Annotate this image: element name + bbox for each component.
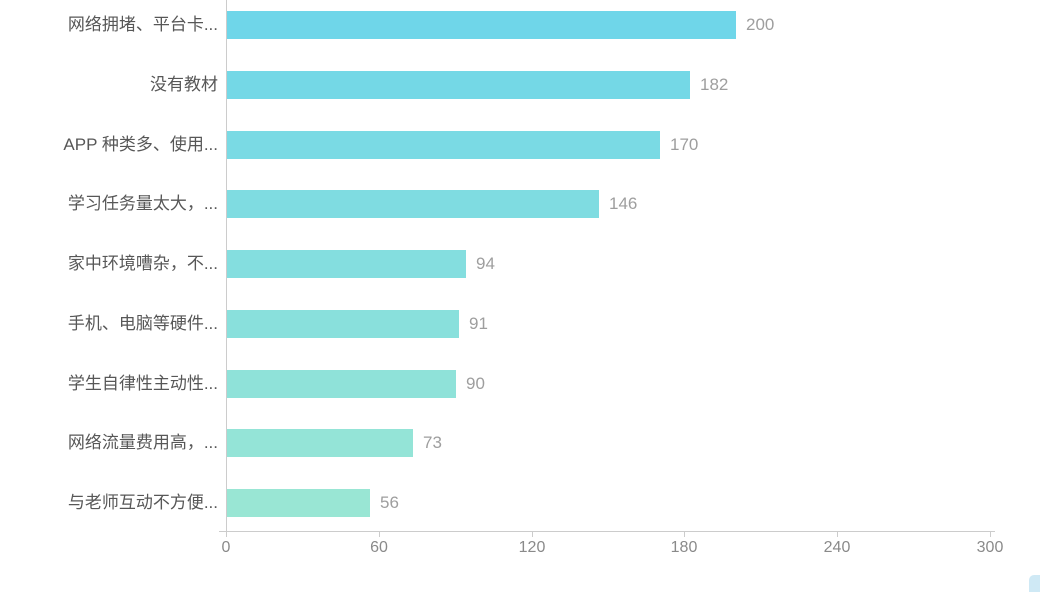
bar[interactable]	[227, 310, 459, 338]
x-axis-tick-label: 300	[976, 539, 1004, 556]
category-label: 网络流量费用高，...	[67, 433, 218, 452]
value-label: 91	[469, 314, 488, 333]
value-label: 90	[466, 374, 485, 393]
value-label: 200	[746, 15, 775, 34]
x-axis-tick-label: 0	[221, 539, 231, 556]
x-axis-tick-label: 240	[823, 539, 851, 556]
x-axis-tick	[532, 532, 533, 537]
value-label: 182	[700, 75, 729, 94]
category-label: 与老师互动不方便...	[67, 493, 218, 512]
value-label: 170	[670, 135, 699, 154]
bar[interactable]	[227, 370, 456, 398]
corner-widget	[1029, 575, 1040, 592]
value-label: 146	[609, 194, 638, 213]
bar[interactable]	[227, 429, 413, 457]
x-axis-tick-label: 60	[370, 539, 388, 556]
x-axis-tick	[684, 532, 685, 537]
category-label: 网络拥堵、平台卡...	[67, 15, 218, 34]
y-axis-line	[226, 0, 227, 531]
bar[interactable]	[227, 489, 370, 517]
x-axis-tick-label: 120	[518, 539, 546, 556]
bar[interactable]	[227, 190, 599, 218]
category-label: APP 种类多、使用...	[63, 135, 218, 154]
x-axis-tick	[226, 532, 227, 537]
category-label: 手机、电脑等硬件...	[67, 314, 218, 333]
value-label: 56	[380, 493, 399, 512]
value-label: 94	[476, 254, 495, 273]
x-axis-line	[219, 531, 995, 532]
category-label: 学生自律性主动性...	[67, 374, 218, 393]
x-axis-tick	[379, 532, 380, 537]
x-axis-tick	[990, 532, 991, 537]
x-axis-tick	[837, 532, 838, 537]
category-label: 学习任务量太大，...	[67, 194, 218, 213]
category-label: 家中环境嘈杂，不...	[67, 254, 218, 273]
category-label: 没有教材	[150, 75, 218, 94]
bar[interactable]	[227, 250, 466, 278]
value-label: 73	[423, 433, 442, 452]
bar[interactable]	[227, 71, 690, 99]
bar[interactable]	[227, 131, 660, 159]
bar[interactable]	[227, 11, 736, 39]
x-axis-tick-label: 180	[670, 539, 698, 556]
